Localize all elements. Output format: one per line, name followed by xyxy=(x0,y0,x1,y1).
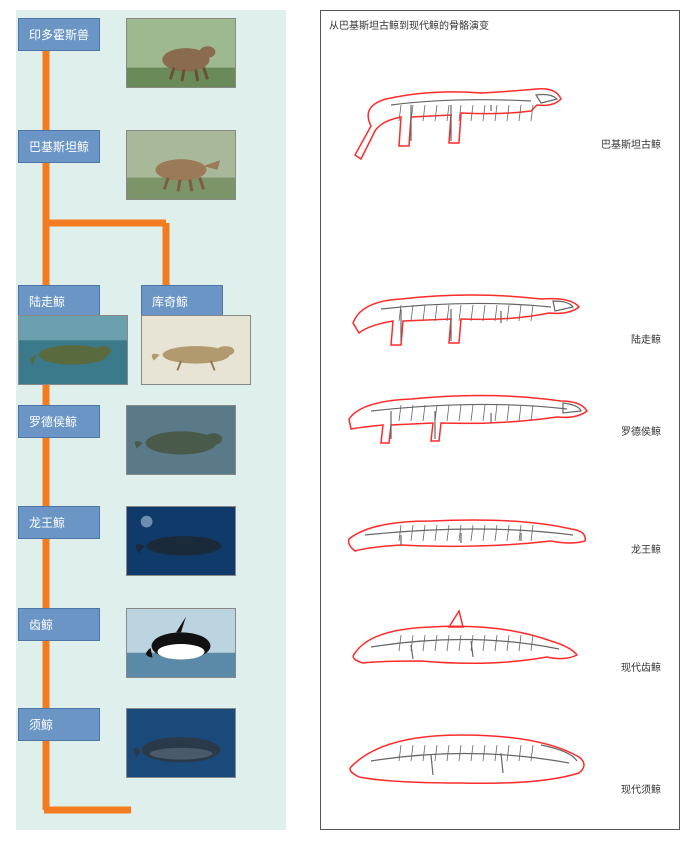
skeleton-label-1: 陆走鲸 xyxy=(631,331,661,346)
tree-node-odontoceti: 齿鲸 xyxy=(18,608,100,641)
thumbnail-kutchicetus xyxy=(141,315,251,385)
evolution-tree-panel: 印多霍斯兽巴基斯坦鲸陆走鲸 库奇鲸罗德侯鲸龙王鲸齿鲸须鲸 xyxy=(16,10,286,830)
thumbnail-ambulocetus xyxy=(18,315,128,385)
skeleton-label-3: 龙王鲸 xyxy=(631,541,661,556)
thumbnail-rodhocetus xyxy=(126,405,236,475)
tree-node-rodhocetus: 罗德侯鲸 xyxy=(18,405,100,438)
thumbnail-odontoceti xyxy=(126,608,236,678)
skeleton-row-1: 陆走鲸 xyxy=(341,271,661,366)
skeleton-row-5: 现代须鲸 xyxy=(341,711,661,806)
thumbnail-basilosaurus xyxy=(126,506,236,576)
skeleton-row-3: 龙王鲸 xyxy=(341,491,661,586)
tree-node-pakicetus: 巴基斯坦鲸 xyxy=(18,130,100,163)
skeleton-drawing-4 xyxy=(341,601,591,696)
tree-node-indohyus: 印多霍斯兽 xyxy=(18,18,100,51)
tree-node-ambulocetus: 陆走鲸 xyxy=(18,285,100,318)
skeleton-label-4: 现代齿鲸 xyxy=(621,659,661,674)
skeleton-label-5: 现代须鲸 xyxy=(621,781,661,796)
thumbnail-mysticeti xyxy=(126,708,236,778)
skeleton-label-0: 巴基斯坦古鲸 xyxy=(601,136,661,151)
tree-node-basilosaurus: 龙王鲸 xyxy=(18,506,100,539)
skeleton-label-2: 罗德侯鲸 xyxy=(621,423,661,438)
tree-node-kutchicetus: 库奇鲸 xyxy=(141,285,223,318)
skeleton-evolution-panel: 从巴基斯坦古鲸到现代鲸的骨骼演变 巴基斯坦古鲸陆走鲸罗德侯鲸龙王鲸现代齿鲸现代须… xyxy=(320,10,680,830)
skeleton-drawing-0 xyxy=(341,71,591,166)
skeleton-drawing-5 xyxy=(341,711,591,806)
skeleton-panel-title: 从巴基斯坦古鲸到现代鲸的骨骼演变 xyxy=(321,11,679,38)
skeleton-row-0: 巴基斯坦古鲸 xyxy=(341,71,661,166)
thumbnail-pakicetus xyxy=(126,130,236,200)
skeleton-row-4: 现代齿鲸 xyxy=(341,601,661,696)
tree-node-mysticeti: 须鲸 xyxy=(18,708,100,741)
thumbnail-indohyus xyxy=(126,18,236,88)
skeleton-drawing-3 xyxy=(341,491,591,586)
skeleton-row-2: 罗德侯鲸 xyxy=(341,371,661,466)
skeleton-drawing-2 xyxy=(341,371,591,466)
skeleton-drawing-1 xyxy=(341,271,591,366)
